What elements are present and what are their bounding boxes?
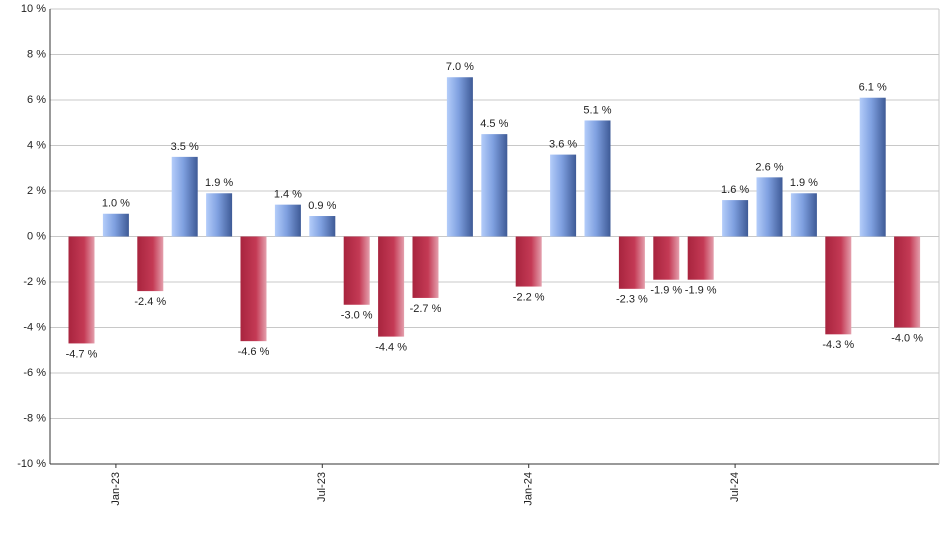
y-tick-label: -6 % (23, 367, 46, 379)
bar (446, 77, 473, 237)
bar (68, 236, 95, 344)
value-label: 0.9 % (308, 200, 336, 212)
bar (825, 236, 852, 335)
bar (206, 193, 233, 237)
value-label: 1.0 % (102, 198, 130, 210)
value-label: 6.1 % (859, 82, 887, 94)
bar (790, 193, 817, 237)
y-tick-label: 8 % (27, 48, 46, 60)
y-tick-label: -4 % (23, 321, 46, 333)
y-tick-label: -8 % (23, 412, 46, 424)
x-tick-label: Jan-23 (110, 472, 122, 506)
value-label: -2.3 % (616, 294, 648, 306)
y-tick-label: 0 % (27, 230, 46, 242)
value-label: -4.4 % (375, 342, 407, 354)
value-label: -1.9 % (650, 285, 682, 297)
value-label: 7.0 % (446, 61, 474, 73)
value-label: 3.5 % (171, 141, 199, 153)
value-label: 2.6 % (755, 161, 783, 173)
bar (171, 156, 198, 237)
x-tick-label: Jan-24 (523, 472, 535, 506)
bar (137, 236, 164, 292)
bar (653, 236, 680, 280)
bar (412, 236, 439, 298)
value-label: -1.9 % (685, 285, 717, 297)
y-tick-label: 10 % (21, 3, 46, 15)
value-label: 3.6 % (549, 139, 577, 151)
bar (481, 134, 508, 237)
y-tick-label: 4 % (27, 139, 46, 151)
y-tick-label: -10 % (17, 458, 46, 470)
value-label: 1.4 % (274, 189, 302, 201)
x-tick-label: Jul-23 (316, 472, 328, 502)
bar (309, 216, 336, 237)
value-label: -3.0 % (341, 310, 373, 322)
bar (343, 236, 370, 305)
bar (859, 97, 886, 237)
bar (618, 236, 645, 289)
bar (756, 177, 783, 237)
value-label: 1.9 % (790, 177, 818, 189)
y-tick-label: -2 % (23, 276, 46, 288)
bar (274, 204, 301, 237)
value-label: -4.0 % (891, 332, 923, 344)
bar (584, 120, 611, 237)
bar (894, 236, 921, 328)
bar (515, 236, 542, 287)
y-tick-label: 2 % (27, 185, 46, 197)
x-tick-label: Jul-24 (729, 472, 741, 502)
value-label: -2.4 % (134, 296, 166, 308)
y-tick-label: 6 % (27, 94, 46, 106)
bar (378, 236, 405, 337)
value-label: 4.5 % (480, 118, 508, 130)
value-label: -4.3 % (822, 339, 854, 351)
value-label: -4.6 % (238, 346, 270, 358)
value-label: -2.7 % (410, 303, 442, 315)
bar (687, 236, 714, 280)
value-label: -4.7 % (66, 348, 98, 360)
bar (102, 213, 129, 237)
bar (550, 154, 577, 237)
value-label: 1.6 % (721, 184, 749, 196)
bar (240, 236, 267, 342)
bar (722, 200, 749, 237)
value-label: 1.9 % (205, 177, 233, 189)
value-label: 5.1 % (583, 104, 611, 116)
value-label: -2.2 % (513, 291, 545, 303)
